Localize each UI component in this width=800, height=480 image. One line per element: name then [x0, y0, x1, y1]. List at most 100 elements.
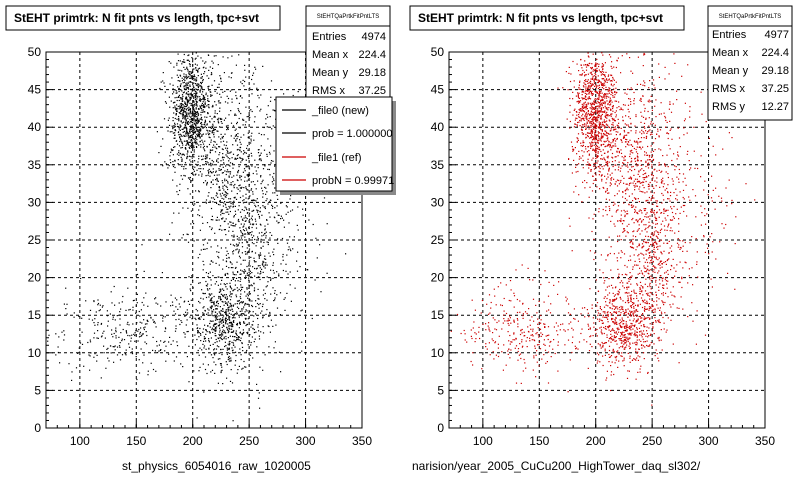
- data-point: [182, 114, 185, 116]
- data-point: [59, 362, 61, 364]
- data-point: [210, 141, 212, 143]
- data-point: [240, 112, 242, 115]
- data-point: [245, 220, 247, 222]
- data-point: [104, 337, 106, 339]
- data-point: [649, 306, 652, 308]
- data-point: [191, 126, 194, 128]
- data-point: [81, 343, 84, 345]
- data-point: [216, 192, 218, 194]
- data-point: [251, 165, 253, 167]
- data-point: [630, 87, 632, 89]
- data-point: [639, 141, 641, 143]
- data-point: [215, 308, 218, 310]
- data-point: [615, 145, 617, 147]
- data-point: [466, 341, 468, 343]
- data-point: [130, 340, 132, 342]
- data-point: [174, 313, 177, 315]
- data-point: [652, 330, 654, 332]
- data-point: [183, 110, 185, 112]
- data-point: [249, 299, 251, 301]
- data-point: [606, 108, 608, 110]
- data-point: [232, 325, 234, 328]
- data-point: [628, 195, 630, 197]
- data-point: [662, 277, 664, 279]
- data-point: [223, 212, 225, 215]
- data-point: [218, 219, 220, 221]
- data-point: [216, 341, 218, 343]
- data-point: [230, 221, 232, 223]
- data-point: [597, 81, 599, 84]
- stats-label: Mean y: [312, 67, 349, 79]
- data-point: [212, 164, 214, 166]
- data-point: [195, 103, 197, 105]
- data-point: [535, 304, 537, 306]
- data-point: [196, 338, 198, 341]
- data-point: [608, 325, 610, 327]
- data-point: [573, 317, 575, 320]
- data-point: [637, 319, 639, 321]
- data-point: [127, 287, 129, 289]
- data-point: [223, 198, 225, 200]
- data-point: [215, 170, 217, 172]
- data-point: [229, 261, 231, 263]
- data-point: [265, 235, 267, 237]
- data-point: [185, 123, 187, 125]
- data-point: [152, 336, 154, 338]
- data-point: [281, 217, 283, 219]
- data-point: [187, 82, 189, 84]
- data-point: [201, 349, 203, 351]
- data-point: [188, 100, 190, 102]
- data-point: [224, 311, 226, 313]
- data-point: [178, 318, 180, 320]
- data-point: [272, 125, 274, 127]
- data-point: [157, 352, 159, 354]
- data-point: [599, 361, 601, 363]
- data-point: [607, 75, 609, 77]
- data-point: [212, 149, 214, 151]
- data-point: [188, 54, 190, 56]
- data-point: [286, 254, 288, 256]
- data-point: [141, 334, 143, 337]
- data-point: [262, 264, 264, 266]
- data-point: [172, 102, 175, 104]
- data-point: [225, 313, 228, 315]
- data-point: [644, 209, 646, 211]
- data-point: [205, 201, 207, 203]
- data-point: [614, 100, 616, 102]
- data-point: [618, 360, 620, 362]
- data-point: [497, 355, 500, 358]
- data-point: [241, 246, 244, 248]
- data-point: [196, 118, 198, 120]
- data-point: [181, 321, 183, 323]
- data-point: [617, 350, 619, 352]
- data-point: [196, 122, 198, 124]
- data-point: [544, 344, 546, 346]
- data-point: [238, 102, 240, 104]
- data-point: [227, 102, 229, 104]
- data-point: [190, 76, 192, 78]
- data-point: [185, 74, 187, 76]
- data-point: [198, 133, 200, 135]
- data-point: [224, 133, 226, 135]
- data-point: [282, 253, 284, 256]
- data-point: [250, 284, 252, 286]
- data-point: [635, 277, 637, 279]
- data-point: [614, 340, 616, 342]
- data-point: [176, 110, 178, 113]
- data-point: [649, 129, 651, 131]
- data-point: [230, 135, 232, 137]
- data-point: [217, 158, 219, 160]
- data-point: [195, 135, 197, 137]
- data-point: [655, 219, 657, 221]
- data-point: [485, 323, 487, 325]
- data-point: [498, 335, 500, 337]
- data-point: [627, 124, 629, 126]
- data-point: [162, 317, 164, 319]
- data-point: [254, 166, 256, 168]
- data-point: [207, 195, 209, 197]
- data-point: [220, 298, 222, 300]
- data-point: [218, 186, 220, 188]
- data-point: [196, 417, 198, 419]
- data-point: [206, 372, 208, 375]
- data-point: [221, 338, 223, 341]
